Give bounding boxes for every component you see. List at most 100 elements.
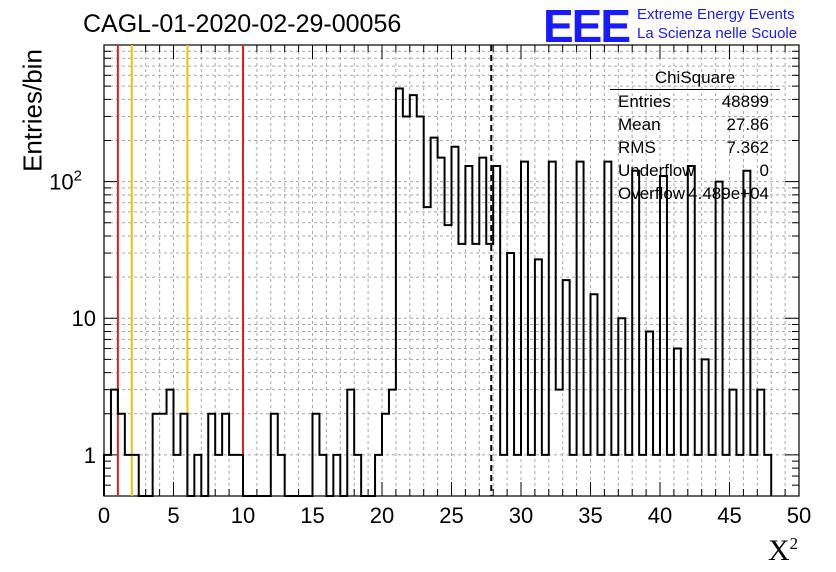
histogram-bin <box>174 455 181 496</box>
histogram-bin <box>382 414 389 496</box>
x-tick-label: 10 <box>231 503 255 528</box>
histogram-bin <box>458 244 465 496</box>
histogram-bin <box>347 390 354 496</box>
histogram-bin <box>743 171 750 496</box>
histogram-bin <box>125 455 132 496</box>
stats-value: 4.489e+04 <box>688 184 769 203</box>
x-tick-label: 20 <box>370 503 394 528</box>
histogram-bin <box>410 95 417 496</box>
histogram-bin <box>153 414 160 496</box>
x-tick-label: 5 <box>167 503 179 528</box>
histogram-bin <box>236 455 243 496</box>
histogram-bin <box>591 294 598 496</box>
histogram-bin <box>111 390 118 496</box>
histogram-bin <box>730 390 737 496</box>
x-tick-label: 45 <box>717 503 741 528</box>
histogram-bin <box>556 390 563 496</box>
stats-row-rms: RMS 7.362 <box>610 136 780 159</box>
x-tick-label: 25 <box>439 503 463 528</box>
histogram-bin <box>542 455 549 496</box>
histogram-bin <box>674 349 681 496</box>
stats-row-overflow: Overflow 4.489e+04 <box>610 182 780 205</box>
histogram-bin <box>229 455 236 496</box>
histogram-bin <box>688 166 695 496</box>
y-tick-label: 1 <box>84 443 96 468</box>
stats-value: 48899 <box>721 92 769 111</box>
histogram-bin <box>535 259 542 496</box>
histogram-bin <box>271 414 278 496</box>
stats-label: RMS <box>618 138 656 157</box>
histogram-bin <box>438 158 445 496</box>
histogram-bin <box>180 414 187 496</box>
histogram-bin <box>424 207 431 496</box>
histogram-bin <box>431 138 438 496</box>
histogram-bin <box>681 455 688 496</box>
histogram-bin <box>486 244 493 496</box>
histogram-bin <box>702 359 709 496</box>
histogram-bin <box>194 455 201 496</box>
histogram-bin <box>723 455 730 496</box>
histogram-bin <box>389 390 396 496</box>
x-axis-label: X2 <box>768 534 799 567</box>
histogram-bin <box>695 455 702 496</box>
histogram-line <box>103 87 773 497</box>
eee-logo-mark: EEE <box>543 0 631 52</box>
histogram-bin <box>716 182 723 496</box>
histogram-bin <box>167 390 174 496</box>
histogram-bin <box>604 162 611 496</box>
histogram-bin <box>278 455 285 496</box>
x-tick-label: 40 <box>648 503 672 528</box>
histogram-bin <box>563 280 570 496</box>
histogram-bin <box>584 455 591 496</box>
histogram-bin <box>528 455 535 496</box>
histogram-bin <box>653 455 660 496</box>
histogram-bin <box>625 455 632 496</box>
stats-title: ChiSquare <box>610 68 780 90</box>
histogram-bin <box>375 455 382 496</box>
histogram-bin <box>118 414 125 496</box>
histogram-bin <box>132 455 139 496</box>
histogram-bin <box>465 166 472 496</box>
histogram-bin <box>493 166 500 496</box>
histogram-bin <box>104 455 111 496</box>
x-tick-label: 0 <box>98 503 110 528</box>
histogram-bin <box>222 414 229 496</box>
stats-row-underflow: Underflow 0 <box>610 159 780 182</box>
x-tick-label: 15 <box>300 503 324 528</box>
histogram-bin <box>354 455 361 496</box>
histogram-bin <box>750 455 757 496</box>
histogram-bin <box>611 455 618 496</box>
y-tick-label: 10 <box>72 306 96 331</box>
stats-row-entries: Entries 48899 <box>610 90 780 113</box>
histogram-bin <box>313 414 320 496</box>
stats-label: Mean <box>618 115 661 134</box>
histogram-bin <box>396 89 403 496</box>
stats-label: Overflow <box>618 184 686 203</box>
histogram-bin <box>632 171 639 496</box>
histogram-bin <box>319 455 326 496</box>
histogram-bin <box>549 162 556 496</box>
chart-title: CAGL-01-2020-02-29-00056 <box>83 10 402 38</box>
histogram-bin <box>764 455 771 496</box>
histogram-bin <box>472 244 479 496</box>
stats-value: 7.362 <box>726 138 769 157</box>
histogram-bin <box>333 455 340 496</box>
x-tick-label: 30 <box>509 503 533 528</box>
histogram-bin <box>577 162 584 496</box>
histogram-bin <box>417 116 424 496</box>
histogram-bin <box>500 455 507 496</box>
y-axis-label: Entries/bin <box>17 49 48 172</box>
stats-label: Underflow <box>618 161 695 180</box>
histogram-bin <box>709 455 716 496</box>
histogram-bin <box>639 455 646 496</box>
histogram-bin <box>736 455 743 496</box>
histogram-bin <box>215 455 222 496</box>
histogram-bin <box>479 158 486 496</box>
stats-label: Entries <box>618 92 671 111</box>
histogram-bin <box>646 331 653 496</box>
histogram-bin <box>445 225 452 496</box>
histogram-bin <box>160 414 167 496</box>
histogram-bin <box>597 455 604 496</box>
stats-box: ChiSquare Entries 48899 Mean 27.86 RMS 7… <box>610 68 780 205</box>
